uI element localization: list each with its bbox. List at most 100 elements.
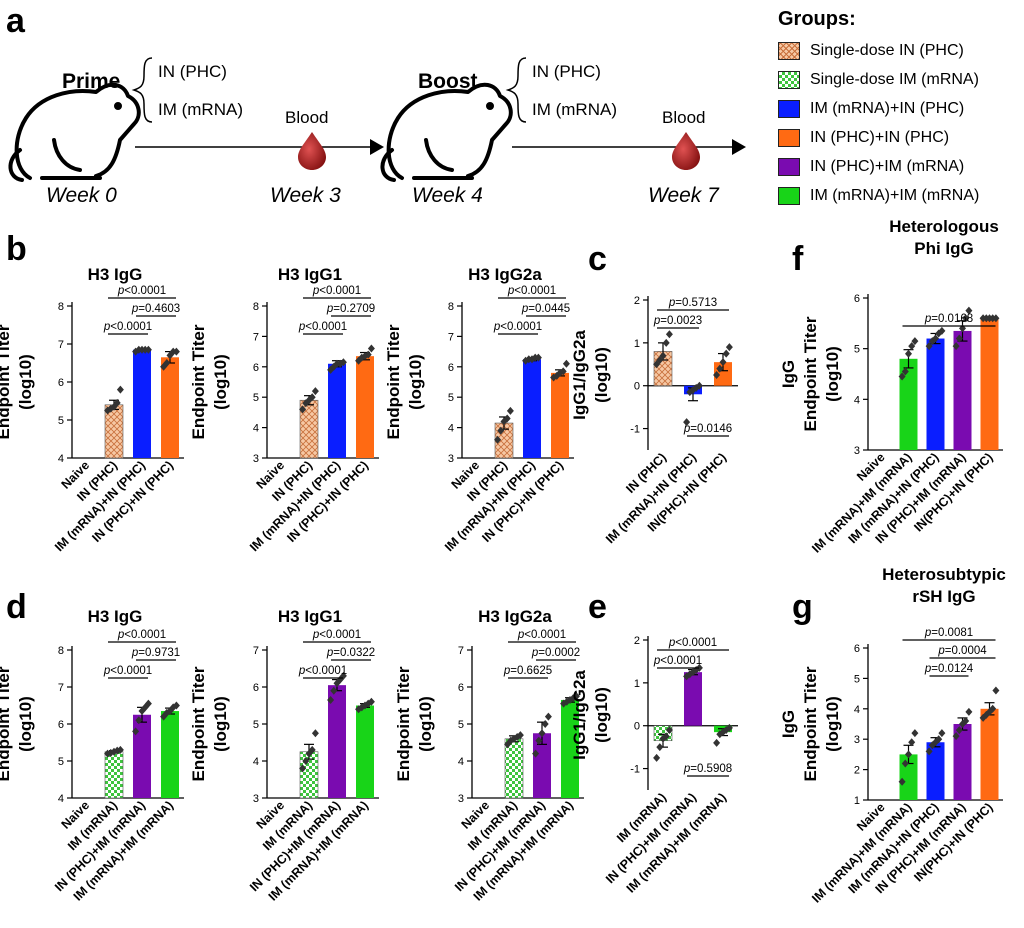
y-tick-label: 5 [854, 344, 860, 356]
p-value-label: p=0.2709 [326, 303, 375, 315]
data-point [722, 349, 730, 358]
y-axis-label: Endpoint Titer [189, 666, 208, 781]
data-point [144, 699, 152, 708]
y-tick-label: 7 [58, 682, 64, 694]
bar [551, 372, 569, 458]
y-tick-label: 4 [253, 423, 259, 435]
bar [328, 685, 346, 798]
brace [505, 57, 527, 123]
panel-letter-a: a [6, 2, 25, 40]
data-point [905, 750, 912, 759]
y-axis-label: (log10) [416, 696, 435, 752]
bar [533, 733, 551, 798]
data-point [172, 701, 180, 710]
data-point [965, 707, 973, 716]
data-point [572, 692, 580, 701]
y-tick-label: 5 [458, 719, 464, 731]
y-tick-label: 5 [58, 415, 64, 427]
data-point [144, 345, 152, 354]
data-point [911, 729, 919, 738]
y-axis-label: (log10) [823, 346, 842, 402]
p-value-label: p=0.0081 [924, 627, 973, 639]
chart-f-phi-igg: Heterologous Phi IgG IgG Endpoint Titer (log… [779, 217, 1003, 556]
p-value-label: p<0.0001 [117, 285, 166, 297]
data-point [911, 337, 919, 346]
bar [953, 724, 972, 800]
week-label: Week 7 [648, 184, 719, 207]
arrow-head-icon [370, 139, 384, 155]
data-point [534, 353, 542, 362]
p-value-label: p=0.0002 [531, 647, 580, 659]
data-point [992, 314, 1000, 323]
chart-title: H3 IgG [88, 607, 143, 626]
data-point [135, 716, 143, 725]
blood-label: Blood [285, 108, 329, 127]
y-tick-label: 4 [448, 423, 454, 435]
data-point [367, 344, 375, 353]
y-axis-label: (log10) [211, 696, 230, 752]
y-axis-label: Endpoint Titer [801, 316, 820, 431]
legend-swatch [778, 71, 800, 89]
y-axis-label: Endpoint Titer [394, 666, 413, 781]
data-point [113, 398, 121, 407]
data-point [925, 747, 933, 756]
data-point [503, 414, 511, 423]
data-point [932, 334, 939, 343]
y-tick-label: 3 [253, 793, 259, 805]
y-tick-label: 6 [448, 362, 454, 374]
panel-letter-c: c [588, 240, 607, 278]
data-point [138, 707, 146, 716]
data-point [513, 732, 521, 741]
data-point [330, 686, 338, 695]
y-axis-label: IgG [779, 360, 798, 388]
data-point [935, 329, 943, 338]
mouse-icon [380, 82, 513, 182]
legend-swatch [778, 42, 800, 60]
legend-item: IM (mRNA)+IM (mRNA) [778, 185, 979, 207]
legend-label: IN (PHC)+IN (PHC) [810, 129, 950, 146]
data-point [901, 759, 909, 768]
p-value-label: p=0.6625 [503, 665, 552, 677]
arrow-head-icon [732, 139, 746, 155]
y-axis-label: (log10) [16, 354, 35, 410]
y-axis-label: Endpoint Titer [189, 324, 208, 439]
data-point [725, 343, 733, 352]
data-point [989, 704, 997, 713]
data-point [311, 729, 319, 738]
brace [131, 57, 153, 123]
data-point [169, 703, 177, 712]
y-tick-label: 6 [58, 377, 64, 389]
route-label: IM (mRNA) [158, 100, 243, 119]
data-point [364, 350, 372, 359]
data-point [722, 726, 730, 734]
data-point [962, 716, 970, 725]
legend-swatch [778, 129, 800, 147]
y-tick-label: 7 [253, 331, 259, 343]
chart-title: Phi IgG [914, 239, 974, 258]
data-point [107, 748, 115, 757]
data-point [308, 745, 316, 754]
data-point [358, 703, 366, 712]
data-point [908, 342, 916, 351]
data-point [986, 707, 993, 716]
data-point [938, 326, 946, 335]
p-value-label: p<0.0001 [103, 665, 152, 677]
data-point [305, 396, 313, 405]
y-tick-label: 5 [58, 756, 64, 768]
bar [328, 363, 346, 458]
y-tick-label: 4 [854, 704, 860, 716]
bar [899, 358, 918, 450]
legend-label: IN (PHC)+IM (mRNA) [810, 158, 965, 175]
p-value-label: p<0.0001 [493, 321, 542, 333]
week-label: Week 0 [46, 184, 117, 207]
route-label: IN (PHC) [158, 62, 227, 81]
y-tick-label: 5 [448, 392, 454, 404]
y-tick-label: 8 [448, 301, 454, 313]
y-tick-label: 3 [448, 453, 454, 465]
y-tick-label: 4 [253, 756, 259, 768]
p-value-label: p=0.5713 [668, 297, 717, 309]
